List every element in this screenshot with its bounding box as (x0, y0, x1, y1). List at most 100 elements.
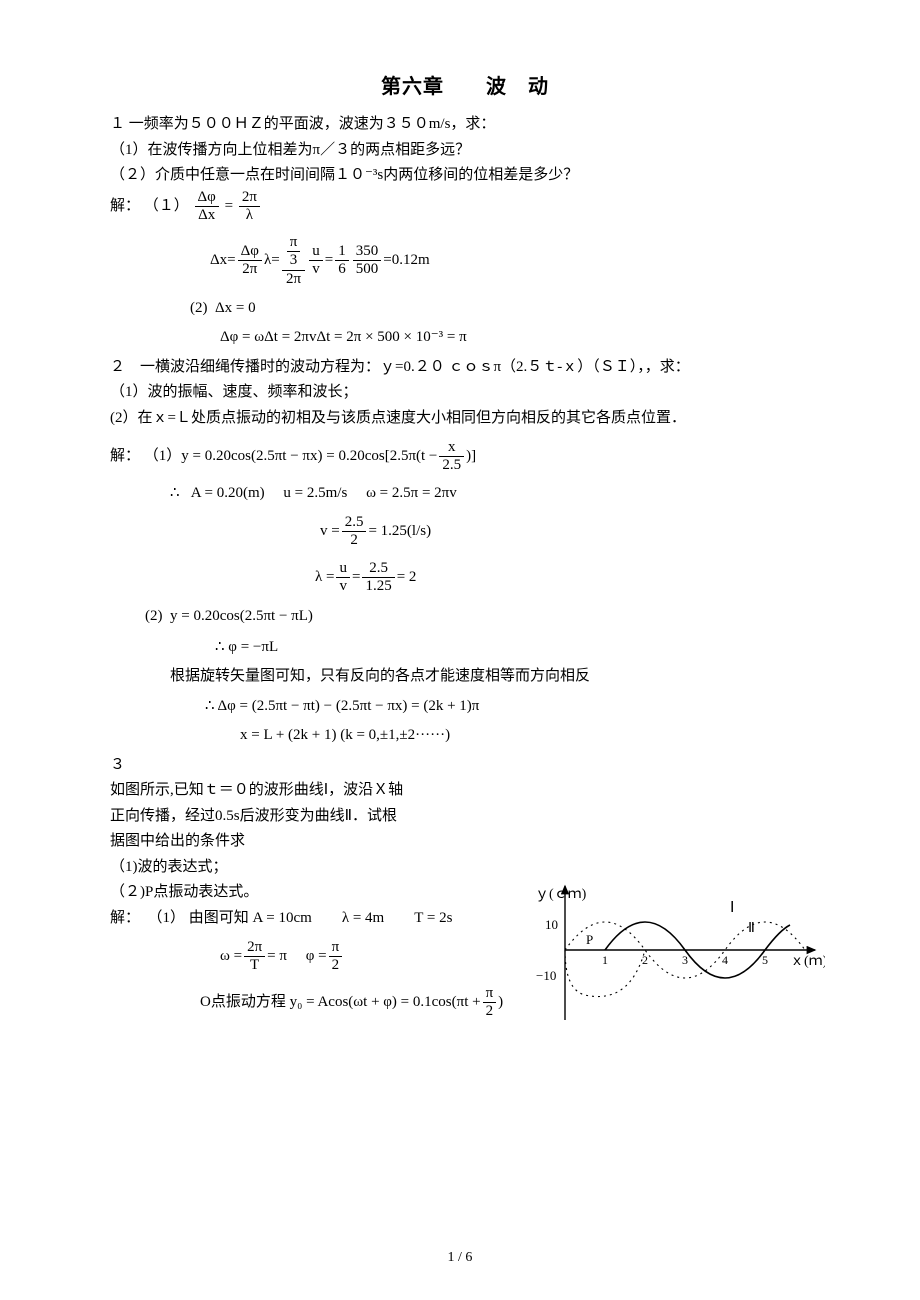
nures: = 1.25(l/s) (368, 519, 431, 545)
q3-line4: （1)波的表达式； (110, 855, 510, 881)
q3omd: T (244, 957, 265, 974)
curve1-label: Ⅰ (730, 900, 734, 916)
eq5c: )] (466, 444, 476, 470)
th1: ∴ (170, 481, 180, 507)
xtick-2: 2 (642, 953, 648, 967)
q2-params: ∴ A = 0.20(m) u = 2.5m/s ω = 2.5π = 2πv (170, 481, 820, 507)
eq1-rhs-num: 2π (239, 189, 260, 207)
q2-p2: (2) y = 0.20cos(2.5πt − πL) (145, 603, 820, 631)
q3y0d: 2 (483, 1003, 497, 1020)
f2nd: 3 (287, 252, 301, 269)
q2eq8: ∴ Δφ = (2.5πt − πt) − (2.5πt − πx) = (2k… (205, 694, 479, 720)
q3-line1: 如图所示,已知ｔ＝０的波形曲线Ⅰ，波沿Ｘ轴 (110, 778, 510, 804)
q3-line2: 正向传播，经过0.5s后波形变为曲线Ⅱ．试根 (110, 804, 510, 830)
q2-line2: （1）波的振幅、速度、频率和波长； (110, 380, 820, 406)
q1-line1: １ 一频率为５００ＨＺ的平面波，波速为３５０m/s，求： (110, 112, 820, 138)
q1-part1-label: （１） (144, 198, 189, 214)
q3phlhs: φ = (306, 944, 327, 970)
nun: 2.5 (342, 514, 367, 532)
wave-figure: ｙ(ｃｍ) ｘ(ｍ) 10 −10 1 2 3 4 5 Ⅰ Ⅱ P (530, 880, 825, 1040)
q3y0l: y₀ = Acos(ωt + φ) = 0.1cos(πt + (290, 990, 481, 1016)
q3ommid: = π (267, 944, 287, 970)
l2d: 1.25 (362, 578, 394, 595)
eq5n: x (439, 439, 464, 457)
q1-eq1: ΔφΔx = 2πλ (193, 198, 262, 214)
xtick-3: 3 (682, 953, 688, 967)
q1-line3: （２）介质中任意一点在时间间隔１０⁻³s内两位移间的位相差是多少？ (110, 163, 820, 189)
xtick-1: 1 (602, 953, 608, 967)
ytick-neg: −10 (536, 968, 556, 983)
q3params: 由图可知 A = 10cm λ = 4m T = 2s (189, 910, 453, 926)
q1-solution-open: 解： （１） ΔφΔx = 2πλ (110, 189, 820, 225)
amp: A = 0.20(m) (191, 481, 265, 507)
nud: 2 (342, 532, 367, 549)
q3-num: ３ (110, 753, 820, 779)
q2p2l: (2) (145, 604, 163, 630)
q2-line3: (2）在ｘ=Ｌ处质点振动的初相及与该质点速度大小相同但方向相反的其它各质点位置． (110, 406, 820, 432)
q2-eq5: y = 0.20cos(2.5πt − πx) = 0.20cos[2.5π(t… (181, 444, 437, 470)
q2-line1: ２ 一横波沿细绳传播时的波动方程为：ｙ=0.２０ ｃｏｓπ（2.５ｔ-ｘ）（ＳＩ… (110, 355, 820, 381)
chapter-title: 第六章 波 动 (110, 70, 820, 104)
q2-sol-label: 解： (110, 444, 140, 470)
q2-lambda: λ = uv = 2.51.25 = 2 (315, 557, 820, 599)
q2-eq5-wrap: 解： （1） y = 0.20cos(2.5πt − πx) = 0.20cos… (110, 435, 820, 477)
f3d: v (309, 261, 323, 278)
lamlhs: λ = (315, 565, 334, 591)
l2n: 2.5 (362, 560, 394, 578)
l1d: v (336, 578, 350, 595)
q2eq7: ∴ φ = −πL (215, 635, 278, 661)
q1-part2: (2) Δx = 0 (190, 296, 820, 322)
q3phd: 2 (329, 957, 343, 974)
q3p1: （1） (148, 910, 186, 926)
q3omn: 2π (244, 939, 265, 957)
q3omlhs: ω = (220, 944, 242, 970)
lambda: λ (264, 248, 271, 274)
xtick-4: 4 (722, 953, 728, 967)
q3ol: O点振动方程 (200, 990, 286, 1016)
q1-eq3: Δx = 0 (215, 296, 256, 322)
lamres: = 2 (397, 565, 417, 591)
q3sl: 解： (110, 910, 140, 926)
q2-line4: 根据旋转矢量图可知，只有反向的各点才能速度相等而方向相反 (170, 664, 820, 690)
q1-line2: （1）在波传播方向上位相差为π／３的两点相距多远？ (110, 138, 820, 164)
q1-p2-label: (2) (190, 296, 208, 322)
q2-eq7-wrap: ∴ φ = −πL (215, 635, 820, 661)
f4n: 1 (335, 243, 349, 261)
x-axis-label: ｘ(ｍ) (790, 954, 825, 969)
l1n: u (336, 560, 350, 578)
xtick-5: 5 (762, 953, 768, 967)
q3y0c: ) (498, 990, 503, 1016)
q1-eq2-lhs: Δx (210, 248, 227, 274)
curve2-label: Ⅱ (748, 921, 755, 936)
q1-eq4: Δφ = ωΔt = 2πvΔt = 2π × 500 × 10⁻³ = π (220, 325, 467, 351)
q2-eq8-wrap: ∴ Δφ = (2.5πt − πt) − (2.5πt − πx) = (2k… (205, 694, 820, 720)
f2nn: π (287, 234, 301, 252)
f5n: 350 (353, 243, 382, 261)
f3n: u (309, 243, 323, 261)
y-axis-label: ｙ(ｃｍ) (535, 887, 587, 902)
f4d: 6 (335, 261, 349, 278)
f2d: 2π (282, 271, 306, 288)
eq1-num: Δφ (195, 189, 219, 207)
f1d: 2π (238, 261, 262, 278)
f5d: 500 (353, 261, 382, 278)
q3-line3: 据图中给出的条件求 (110, 829, 510, 855)
q2-nu: v = 2.52 = 1.25(l/s) (320, 511, 820, 553)
spd: u = 2.5m/s (283, 481, 347, 507)
q3y0n: π (483, 985, 497, 1003)
nulhs: v = (320, 519, 340, 545)
om: ω = 2.5π = 2πv (366, 481, 457, 507)
P-label: P (586, 932, 593, 947)
q1-eq2-res: 0.12m (392, 248, 430, 274)
page-number: 1 / 6 (0, 1246, 920, 1270)
eq1-den: Δx (195, 207, 219, 224)
eq5d: 2.5 (439, 457, 464, 474)
q3phn: π (329, 939, 343, 957)
ytick-pos: 10 (545, 917, 558, 932)
q2-p1-lab: （1） (144, 444, 182, 470)
solution-label: 解： (110, 198, 140, 214)
q1-eq2: Δx = Δφ2π λ = π32π uv = 16 350500 = 0.12… (210, 234, 820, 288)
q2-eq9-wrap: x = L + (2k + 1) (k = 0,±1,±2······) (240, 723, 820, 749)
eq1-rhs-den: λ (239, 207, 260, 224)
q3-line5: （２)P点振动表达式。 (110, 880, 510, 906)
